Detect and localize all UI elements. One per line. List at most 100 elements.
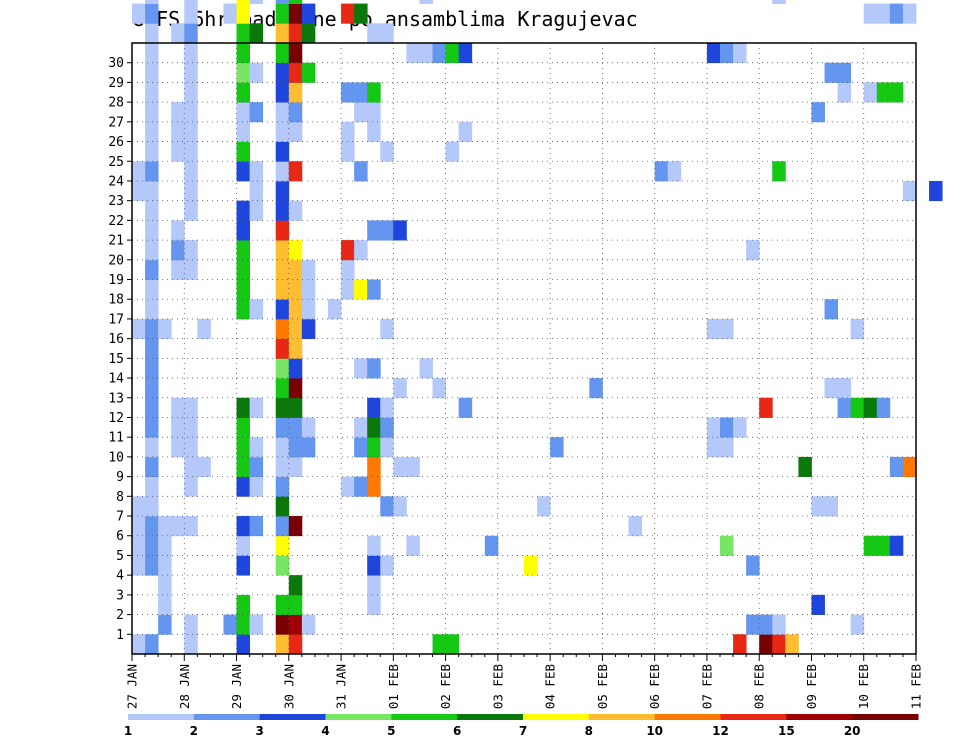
colorbar-swatch: [457, 714, 524, 720]
y-tick-label: 27: [108, 115, 124, 130]
heatmap-cell: [158, 555, 172, 576]
heatmap-cell: [275, 378, 290, 399]
heatmap-cell: [132, 161, 146, 182]
heatmap-cell: [288, 378, 303, 399]
heatmap-cell: [380, 397, 394, 418]
heatmap-cell: [145, 141, 159, 162]
heatmap-cell: [184, 397, 198, 418]
heatmap-cell: [301, 437, 316, 458]
heatmap-cell: [145, 397, 159, 418]
y-tick-label: 23: [108, 194, 124, 209]
x-tick-label: 30 JAN: [281, 664, 296, 709]
heatmap-cell: [902, 180, 917, 202]
heatmap-cell: [249, 102, 264, 123]
heatmap-cell: [406, 43, 420, 64]
heatmap-cell: [419, 358, 433, 379]
heatmap-cell: [184, 43, 198, 64]
heatmap-cell: [236, 259, 250, 280]
colorbar-swatch: [588, 714, 656, 720]
heatmap-cell: [275, 496, 290, 517]
heatmap-cell: [367, 555, 381, 576]
heatmap-cell: [288, 614, 303, 635]
heatmap-cell: [171, 220, 185, 241]
heatmap-cell: [341, 82, 355, 103]
heatmap-cell: [837, 378, 852, 399]
heatmap-cell: [380, 437, 394, 458]
heatmap-cell: [171, 417, 185, 438]
heatmap-cell: [550, 437, 564, 458]
heatmap-cell: [288, 575, 303, 596]
heatmap-cell: [406, 456, 420, 478]
x-tick-label: 29 JAN: [229, 664, 244, 709]
heatmap-cell: [236, 299, 250, 320]
heatmap-cell: [850, 318, 865, 340]
heatmap-cell: [145, 358, 159, 379]
y-tick-label: 14: [108, 372, 124, 387]
heatmap-cell: [889, 82, 904, 103]
heatmap-cell: [785, 634, 799, 655]
heatmap-cell: [419, 0, 433, 4]
heatmap-cell: [184, 614, 198, 635]
heatmap-cell: [275, 43, 290, 64]
heatmap-cell: [145, 62, 159, 83]
heatmap-cell: [132, 496, 146, 517]
heatmap-cells: [132, 0, 943, 655]
heatmap-cell: [458, 43, 473, 64]
heatmap-cell: [824, 299, 838, 320]
heatmap-cell: [720, 318, 734, 340]
y-tick-label: 1: [116, 628, 124, 643]
heatmap-cell: [184, 634, 198, 655]
colorbar-label: 5: [387, 724, 395, 738]
heatmap-cell: [367, 23, 381, 44]
heatmap-cell: [184, 3, 198, 24]
heatmap-cell: [158, 594, 172, 615]
heatmap-cell: [367, 456, 381, 478]
heatmap-cell: [184, 180, 198, 202]
colorbar: 1 2 3 4 5 6 7 8 10 12 15 20: [124, 714, 919, 738]
heatmap-cell: [367, 437, 381, 458]
heatmap-cell: [236, 43, 250, 64]
heatmap-cell: [236, 634, 250, 655]
heatmap-cell: [145, 43, 159, 64]
heatmap-cell: [145, 220, 159, 241]
heatmap-cell: [341, 279, 355, 300]
heatmap-cell: [275, 0, 290, 4]
y-tick-label: 28: [108, 96, 124, 111]
heatmap-cell: [288, 594, 303, 615]
heatmap-cell: [667, 161, 682, 182]
heatmap-cell: [628, 516, 642, 537]
heatmap-cell: [863, 397, 878, 418]
heatmap-cell: [759, 397, 773, 418]
heatmap-cell: [380, 23, 394, 44]
heatmap-cell: [145, 200, 159, 221]
heatmap-cell: [275, 535, 290, 556]
heatmap-cell: [171, 437, 185, 458]
heatmap-cell: [354, 437, 368, 458]
y-tick-label: 10: [108, 450, 124, 465]
heatmap-cell: [275, 200, 290, 221]
heatmap-cell: [171, 259, 185, 280]
heatmap-cell: [184, 161, 198, 182]
y-tick-label: 6: [116, 529, 124, 544]
heatmap-cell: [236, 476, 250, 497]
heatmap-cell: [145, 0, 159, 4]
heatmap-cell: [288, 634, 303, 655]
heatmap-cell: [733, 634, 747, 655]
heatmap-cell: [236, 614, 250, 635]
heatmap-cell: [145, 378, 159, 399]
heatmap-cell: [145, 23, 159, 44]
heatmap-cell: [236, 0, 250, 4]
heatmap-cell: [249, 437, 264, 458]
x-tick-label: 31 JAN: [334, 664, 349, 709]
x-axis: 27 JAN 28 JAN 29 JAN 30 JAN 31 JAN 01 FEB 02 F…: [125, 654, 924, 709]
heatmap-cell: [837, 82, 852, 103]
colorbar-label: 10: [646, 724, 663, 738]
heatmap-cell: [341, 476, 355, 497]
heatmap-cell: [288, 23, 303, 44]
heatmap-cell: [798, 456, 812, 478]
heatmap-cell: [236, 555, 250, 576]
colorbar-label: 20: [844, 724, 861, 738]
heatmap-cell: [275, 259, 290, 280]
x-tick-label: 09 FEB: [804, 664, 819, 709]
